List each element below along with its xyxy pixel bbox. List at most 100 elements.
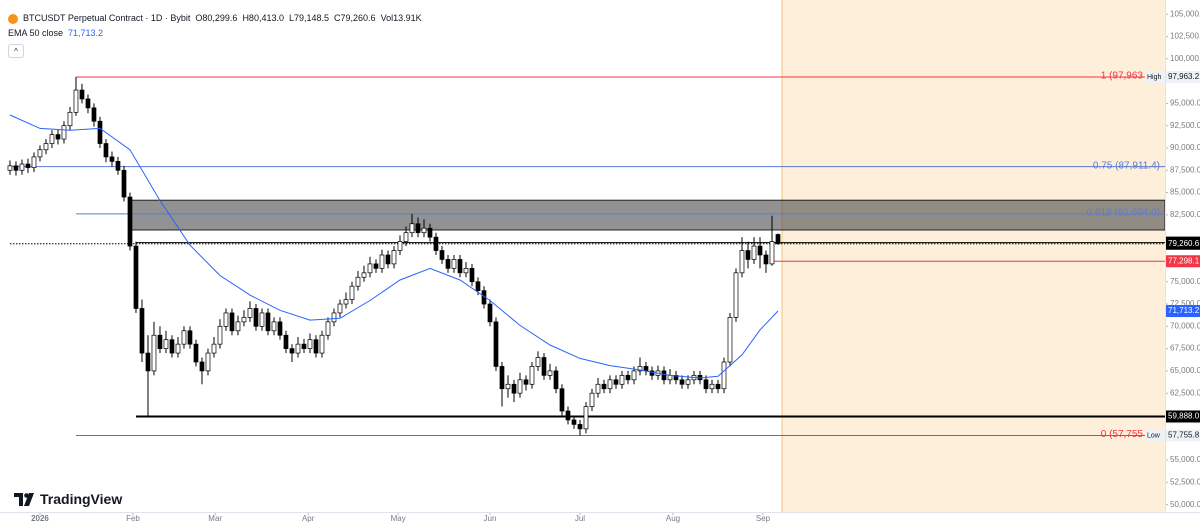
candle-body: [259, 312, 265, 327]
x-tick-label: Mar: [208, 514, 222, 523]
y-tick-label: 85,000.0: [1170, 188, 1200, 197]
symbol-title: BTCUSDT Perpetual Contract · 1D · Bybit: [23, 13, 191, 23]
candle-body: [775, 234, 781, 245]
level-label: 1 (97,963: [1101, 71, 1144, 82]
candle-body: [595, 383, 601, 394]
candle-body: [283, 334, 289, 349]
x-tick-label: Aug: [666, 514, 680, 523]
candle-body: [433, 236, 439, 251]
candle-body: [709, 383, 715, 390]
price-label: 59,888.0: [1168, 412, 1200, 421]
candle-body: [13, 165, 19, 171]
candle-body: [385, 254, 391, 265]
candle-body: [115, 161, 121, 171]
brand-name: TradingView: [40, 491, 123, 507]
candle-body: [169, 339, 175, 354]
candle-body: [757, 245, 763, 256]
price-label: 97,963.2: [1168, 72, 1200, 81]
candle-body: [145, 352, 151, 372]
candle-body: [703, 379, 709, 390]
candle-body: [277, 321, 283, 336]
candle-body: [235, 321, 241, 332]
candle-body: [535, 357, 541, 367]
y-tick-label: 72,500.0: [1170, 299, 1200, 308]
candle-body: [391, 250, 397, 265]
candle-body: [175, 343, 181, 354]
level-label: 0 (57,755: [1101, 429, 1144, 440]
legend-header: BTCUSDT Perpetual Contract · 1D · Bybit …: [8, 11, 422, 58]
candle-body: [523, 379, 529, 385]
y-tick-label: 82,500.0: [1170, 210, 1200, 219]
candle-body: [133, 245, 139, 309]
candle-body: [61, 125, 67, 140]
candle-body: [493, 321, 499, 367]
candle-body: [241, 317, 247, 323]
candle-body: [619, 375, 625, 385]
candle-body: [211, 343, 217, 354]
candle-body: [67, 111, 73, 127]
candle-body: [151, 334, 157, 372]
candle-body: [193, 343, 199, 363]
y-tick-label: 52,500.0: [1170, 477, 1200, 486]
candle-body: [769, 241, 775, 265]
candle-body: [181, 330, 187, 345]
x-tick-label: Jun: [484, 514, 497, 523]
candle-body: [373, 263, 379, 269]
candle-body: [313, 339, 319, 354]
price-label-box: [1166, 255, 1200, 268]
indicator-value: 71,713.2: [68, 28, 104, 38]
level-label: 0.75 (87,911.4): [1093, 160, 1160, 171]
ohlc-high: H80,413.0: [242, 13, 284, 23]
x-tick-label: 2026: [31, 514, 49, 523]
collapse-button[interactable]: ^: [8, 44, 24, 58]
logo-icon: [14, 492, 34, 506]
candle-body: [457, 259, 463, 274]
candle-body: [451, 259, 457, 269]
candle-body: [247, 308, 253, 318]
ohlc-close: C79,260.6: [334, 13, 376, 23]
candle-body: [139, 308, 145, 354]
price-label: 71,713.2: [1168, 306, 1200, 315]
candle-body: [349, 285, 355, 300]
price-label: 57,755.8: [1168, 431, 1200, 440]
candle-body: [661, 370, 667, 381]
price-label-tag: Low: [1147, 432, 1161, 439]
candle-body: [199, 361, 205, 372]
candle-body: [751, 245, 757, 260]
candle-body: [289, 348, 295, 354]
candle-body: [217, 325, 223, 345]
candle-body: [337, 303, 343, 314]
candle-body: [301, 343, 307, 349]
price-label-box: [1166, 305, 1200, 318]
candle-body: [679, 379, 685, 385]
candle-body: [667, 375, 673, 381]
candle-body: [685, 379, 691, 385]
ohlc-low: L79,148.5: [288, 13, 330, 23]
y-tick-label: 87,500.0: [1170, 165, 1200, 174]
candle-body: [577, 424, 583, 430]
candle-body: [625, 375, 631, 381]
candle-body: [733, 272, 739, 318]
candle-body: [571, 419, 577, 425]
price-label-box: [1145, 70, 1200, 83]
indicator-row[interactable]: EMA 50 close 71,713.2: [8, 26, 422, 41]
indicator-name[interactable]: EMA 50 close: [8, 28, 64, 38]
candle-body: [613, 379, 619, 385]
candle-body: [295, 343, 301, 354]
candle-body: [727, 317, 733, 363]
y-tick-label: 55,000.0: [1170, 455, 1200, 464]
candle-body: [511, 383, 517, 394]
candle-body: [361, 272, 367, 278]
volume: Vol13.91K: [380, 13, 422, 23]
candle-body: [121, 169, 127, 198]
price-label: 77,298.1: [1168, 256, 1200, 265]
candle-body: [631, 370, 637, 381]
candle-body: [85, 98, 91, 109]
y-tick-label: 67,500.0: [1170, 344, 1200, 353]
candle-body: [19, 163, 25, 171]
y-tick-label: 70,000.0: [1170, 321, 1200, 330]
candle-body: [379, 254, 385, 269]
candle-body: [745, 250, 751, 260]
candle-body: [565, 410, 571, 421]
candle-body: [223, 312, 229, 327]
